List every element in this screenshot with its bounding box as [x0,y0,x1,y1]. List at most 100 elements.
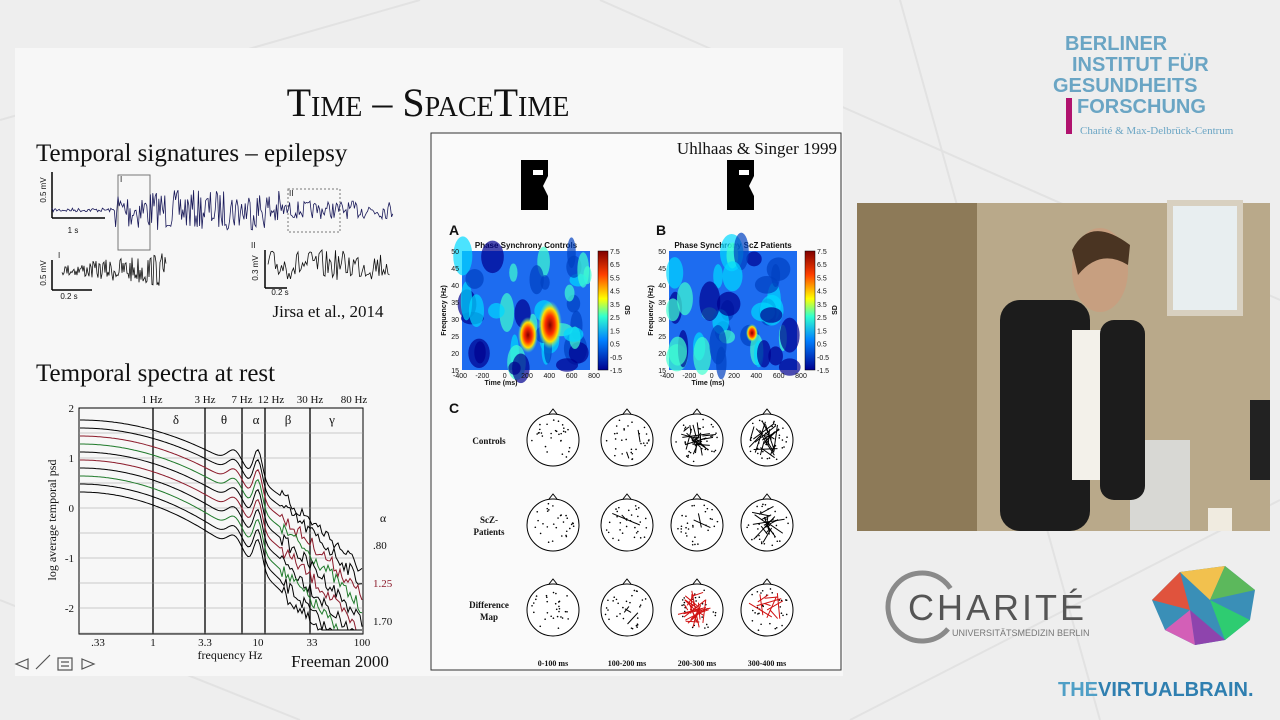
electrode [637,515,639,518]
electrode [531,605,533,607]
colorbar [597,250,609,371]
electrode [551,540,554,542]
electrode [605,607,608,609]
electrode [613,432,616,435]
connection [694,443,697,447]
electrode [698,596,701,599]
slide-nav [14,654,96,671]
electrode [701,602,704,605]
heading: Temporal spectra at rest [36,360,275,387]
x-tick-label: 10 [253,637,265,649]
electrode [689,451,692,454]
electrode [758,538,761,541]
electrode [680,528,683,530]
electrode [531,439,533,442]
electrode [536,433,538,435]
electrode [557,627,560,629]
electrode [568,450,570,453]
connection [776,593,781,619]
electrode [751,422,754,425]
connection [753,423,775,440]
tvb-logo: THEVIRTUALBRAIN. [1058,679,1254,701]
connection [621,514,628,522]
electrode [703,504,706,507]
y-tick-label: 25 [658,334,666,341]
electrode [781,439,784,441]
x-tick-label: -400 [660,373,674,380]
electrode [634,526,636,529]
head-nose [762,408,772,415]
connection [692,436,700,441]
heatmap-blob [666,298,680,322]
electrode [629,601,631,604]
electrode [546,451,548,453]
head-map [600,413,654,467]
electrode [552,505,554,507]
electrode [642,442,645,444]
connection [698,609,701,620]
electrode [537,519,539,522]
electrode [758,419,761,422]
plot-frame [78,407,364,635]
electrode [623,429,625,431]
heatmap-blob [757,340,772,368]
y-tick-label: 15 [451,368,459,375]
electrode [625,438,627,441]
electrode [641,599,644,601]
connection [627,612,639,625]
heatmap-blob [693,336,712,375]
electrode [644,598,647,600]
electrode [643,536,646,538]
electrode [567,428,569,431]
heatmap-blob [556,358,579,372]
electrode [694,543,696,546]
electrode [562,430,565,433]
connection [748,602,773,618]
electrode [751,593,753,596]
x-tick-label: .33 [91,637,105,649]
y-tick-label: -2 [65,603,74,615]
row-label: Patients [474,527,505,537]
heatmap-blob [577,252,590,288]
connection [682,433,710,438]
electrode [771,591,774,594]
electrode [635,448,637,451]
colorbar-tick-label: 4.5 [610,289,620,296]
head-nose [548,408,558,415]
face-icons [521,160,754,210]
electrode [557,517,559,519]
electrode [688,450,690,453]
electrode [572,525,575,528]
electrode [552,591,555,594]
colorbar-tick-label: 5.5 [610,275,620,282]
electrode [625,525,628,528]
heatmap-blob [666,257,684,289]
colorbar-tick-label: 0.5 [817,342,827,349]
alpha-label: α [380,511,387,525]
electrode [702,426,704,428]
electrode [712,426,714,428]
electrode [648,439,650,441]
axis-label: SD [625,305,632,315]
electrode [779,606,782,608]
heatmap-blob [760,307,783,323]
electrode [691,626,694,629]
colorbar-tick-label: -0.5 [610,355,622,362]
connection [761,421,772,440]
heatmap-blob [699,281,721,322]
x-tick-label: 0 [503,373,507,380]
heatmap-blob [481,240,504,274]
electrode [684,428,686,430]
electrode [680,525,683,528]
electrode [568,527,571,530]
connection [624,608,632,613]
panel-letter: A [449,222,459,238]
electrode [761,604,764,607]
connection [696,422,700,439]
electrode [687,528,690,530]
logo-subtitle: Charité & Max-Delbrück-Centrum [1080,125,1234,137]
electrode [614,454,616,457]
axis-label: Frequency (Hz) [648,285,655,336]
spectrum-figure: log average temporal psd frequency Hz α … [45,394,393,662]
